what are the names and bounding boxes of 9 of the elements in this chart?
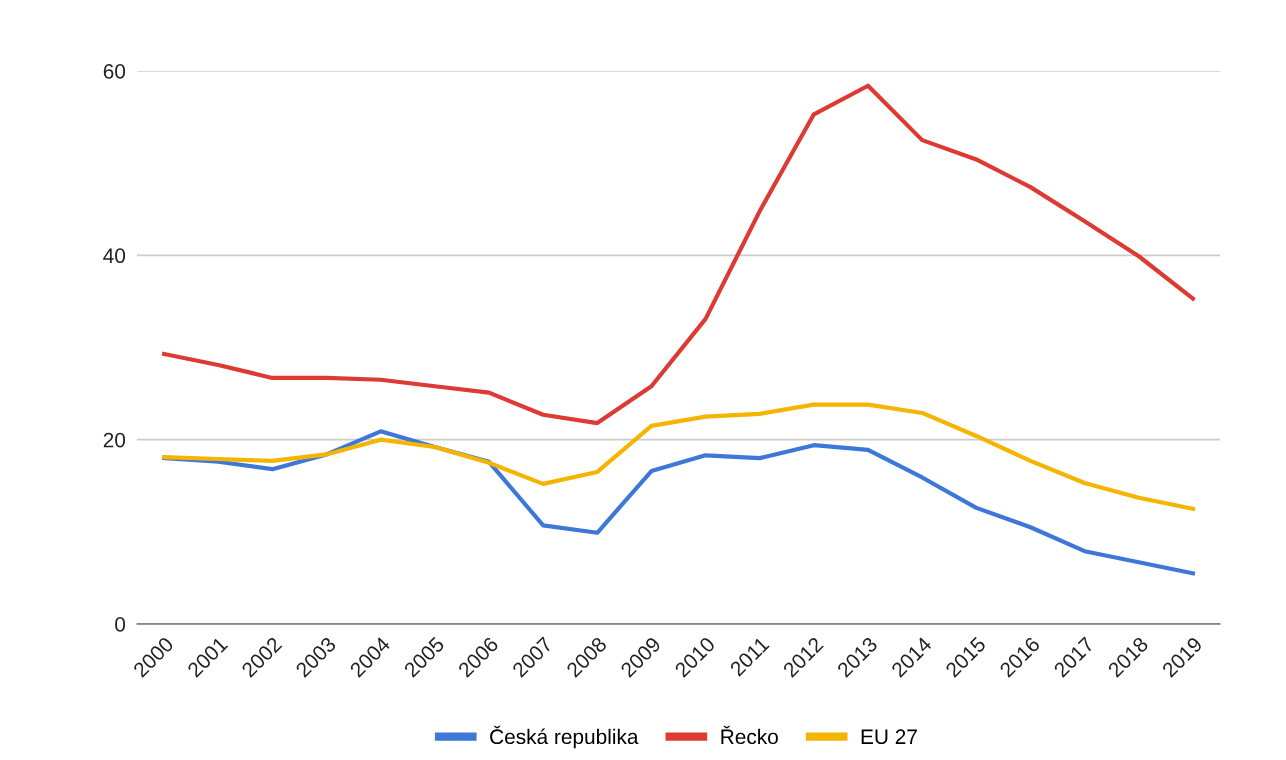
line-series	[161, 402, 1196, 511]
legend-label: Česká republika	[490, 725, 639, 749]
line-series	[161, 83, 1196, 426]
legend-label: EU 27	[861, 729, 917, 745]
y-tick-label: 20	[103, 432, 126, 448]
legend-label: Řecko	[721, 725, 778, 745]
y-tick-label: 40	[103, 248, 126, 264]
y-tick-label: 0	[115, 617, 126, 632]
y-tick-label: 60	[103, 64, 126, 79]
